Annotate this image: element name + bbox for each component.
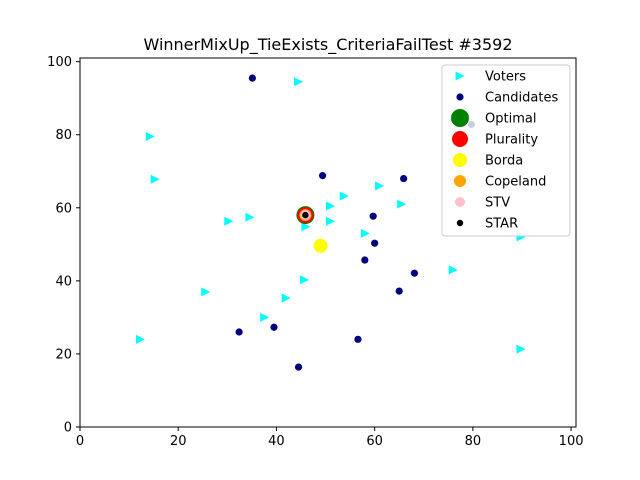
voters-point-17 (260, 312, 270, 322)
legend-label-plurality: Plurality (485, 133, 538, 148)
voters-point-14 (299, 275, 309, 285)
candidates-point-7 (395, 287, 403, 295)
axes: 0 20 40 60 80 100 0 20 40 60 80 100 (47, 55, 583, 449)
legend-marker-candidates (456, 93, 464, 101)
candidates-point-9 (235, 328, 243, 336)
borda-point-0 (313, 238, 328, 253)
x-tick-label: 100 (559, 434, 584, 449)
x-tick-label: 60 (366, 434, 383, 449)
star-point-0 (302, 211, 309, 219)
voters-point-13 (448, 265, 458, 275)
voters-point-4 (245, 212, 255, 222)
y-tick-label: 0 (64, 421, 72, 436)
candidates-point-5 (361, 256, 369, 264)
legend-marker-stv (455, 197, 465, 207)
voters-point-0 (294, 77, 304, 87)
voters-point-8 (339, 191, 349, 201)
voters-point-9 (360, 228, 370, 238)
axes-frame (79, 57, 577, 428)
legend-label-candidates: Candidates (485, 91, 558, 106)
candidates-point-10 (270, 323, 278, 331)
voters-point-19 (516, 344, 526, 354)
voters-point-7 (325, 216, 335, 226)
legend-marker-copeland (454, 175, 466, 187)
legend: Voters Candidates Optimal Plurality Borda Cop… (441, 64, 571, 237)
voters-point-6 (325, 201, 335, 211)
candidates-point-1 (318, 172, 327, 180)
candidates-point-4 (371, 239, 379, 247)
legend-label-star: STAR (485, 217, 518, 232)
x-tick-label: 80 (465, 434, 482, 449)
y-tick-label: 60 (55, 201, 72, 216)
voters-point-11 (397, 199, 407, 209)
legend-marker-voters (455, 71, 465, 81)
y-tick-label: 40 (55, 274, 72, 289)
x-tick-label: 0 (76, 434, 84, 449)
chart-title: WinnerMixUp_TieExists_CriteriaFailTest #… (143, 35, 512, 55)
legend-marker-optimal (451, 109, 469, 127)
candidates-point-6 (410, 269, 419, 277)
candidates-point-0 (248, 74, 256, 82)
voters-point-16 (201, 287, 211, 297)
legend-marker-star (456, 219, 464, 227)
candidates-point-3 (369, 212, 377, 220)
candidates-point-12 (294, 363, 303, 371)
legend-label-borda: Borda (485, 154, 523, 169)
legend-marker-plurality (452, 131, 468, 147)
voters-point-1 (145, 132, 155, 142)
voters-point-5 (301, 222, 311, 232)
candidates-point-2 (400, 174, 408, 183)
legend-box (441, 64, 571, 237)
voters-point-3 (224, 216, 234, 226)
legend-label-optimal: Optimal (485, 112, 536, 127)
y-tick-label: 20 (55, 347, 72, 362)
y-tick-label: 100 (47, 55, 72, 70)
legend-label-copeland: Copeland (485, 175, 546, 190)
x-tick-label: 40 (268, 434, 285, 449)
voters-point-18 (135, 334, 145, 344)
legend-label-stv: STV (485, 196, 510, 211)
voters-point-2 (150, 174, 160, 184)
legend-label-voters: Voters (485, 70, 526, 85)
candidates-point-11 (354, 335, 362, 343)
y-tick-label: 80 (55, 128, 72, 143)
x-tick-label: 20 (170, 434, 187, 449)
voters-point-15 (281, 293, 291, 303)
legend-marker-borda (453, 153, 467, 167)
voters-point-10 (375, 181, 385, 191)
